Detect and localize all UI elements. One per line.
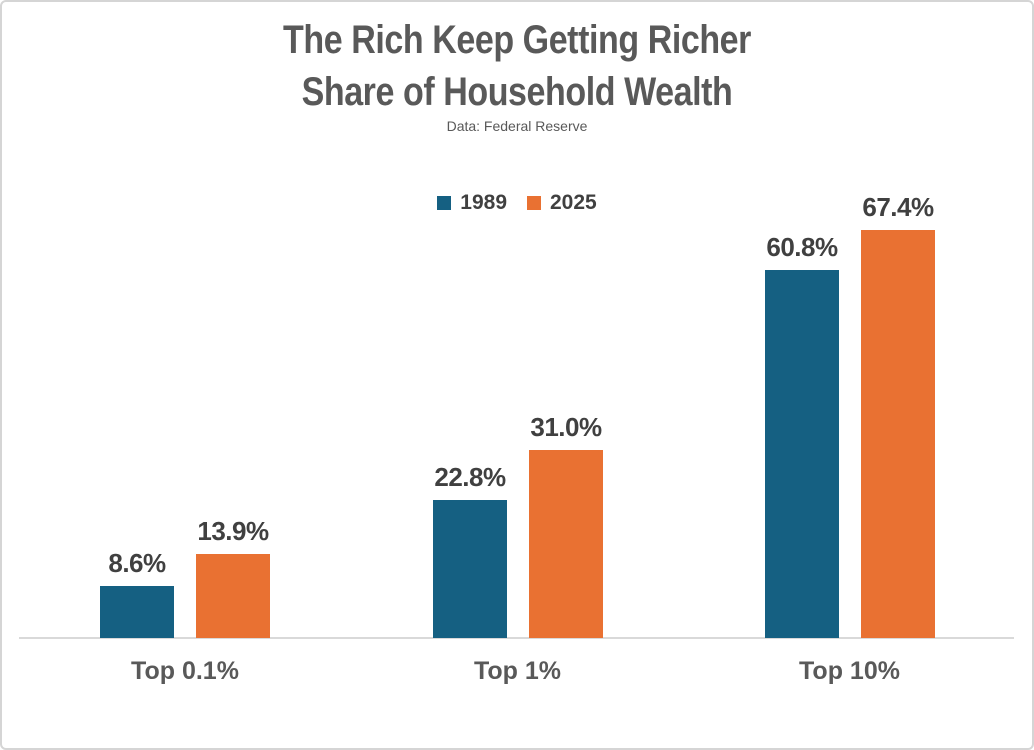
bar-1989-top-1- — [433, 500, 507, 638]
bar-2025-top-0.1- — [196, 554, 270, 638]
value-label-2025-top-0.1-: 13.9% — [197, 516, 269, 546]
legend: 1989 2025 — [2, 191, 1032, 215]
value-label-2025-top-1-: 31.0% — [530, 412, 602, 442]
category-label-top-1-: Top 1% — [473, 657, 562, 685]
chart-title-line2: Share of Household Wealth — [301, 70, 733, 114]
chart-source-note: Data: Federal Reserve — [446, 118, 588, 134]
bar-2025-top-1- — [529, 450, 603, 638]
bar-1989-top-0.1- — [100, 586, 174, 638]
category-label-top-10-: Top 10% — [799, 657, 900, 685]
chart-title: The Rich Keep Getting Richer Share of Ho… — [79, 14, 955, 118]
legend-label-1989: 1989 — [460, 191, 507, 214]
value-label-1989-top-10-: 60.8% — [766, 232, 838, 262]
bar-2025-top-10- — [861, 230, 935, 638]
legend-label-2025: 2025 — [550, 191, 597, 214]
chart-title-line1: The Rich Keep Getting Richer — [283, 18, 751, 62]
x-axis-line — [19, 637, 1014, 639]
bar-1989-top-10- — [765, 270, 839, 638]
value-label-2025-top-10-: 67.4% — [862, 192, 934, 222]
category-label-top-0.1-: Top 0.1% — [131, 657, 239, 685]
value-label-1989-top-0.1-: 8.6% — [108, 548, 166, 578]
legend-item-2025: 2025 — [527, 191, 597, 215]
legend-item-1989: 1989 — [437, 191, 507, 215]
value-label-1989-top-1-: 22.8% — [434, 462, 506, 492]
legend-swatch-1989-icon — [437, 196, 452, 210]
legend-swatch-2025-icon — [527, 196, 541, 210]
